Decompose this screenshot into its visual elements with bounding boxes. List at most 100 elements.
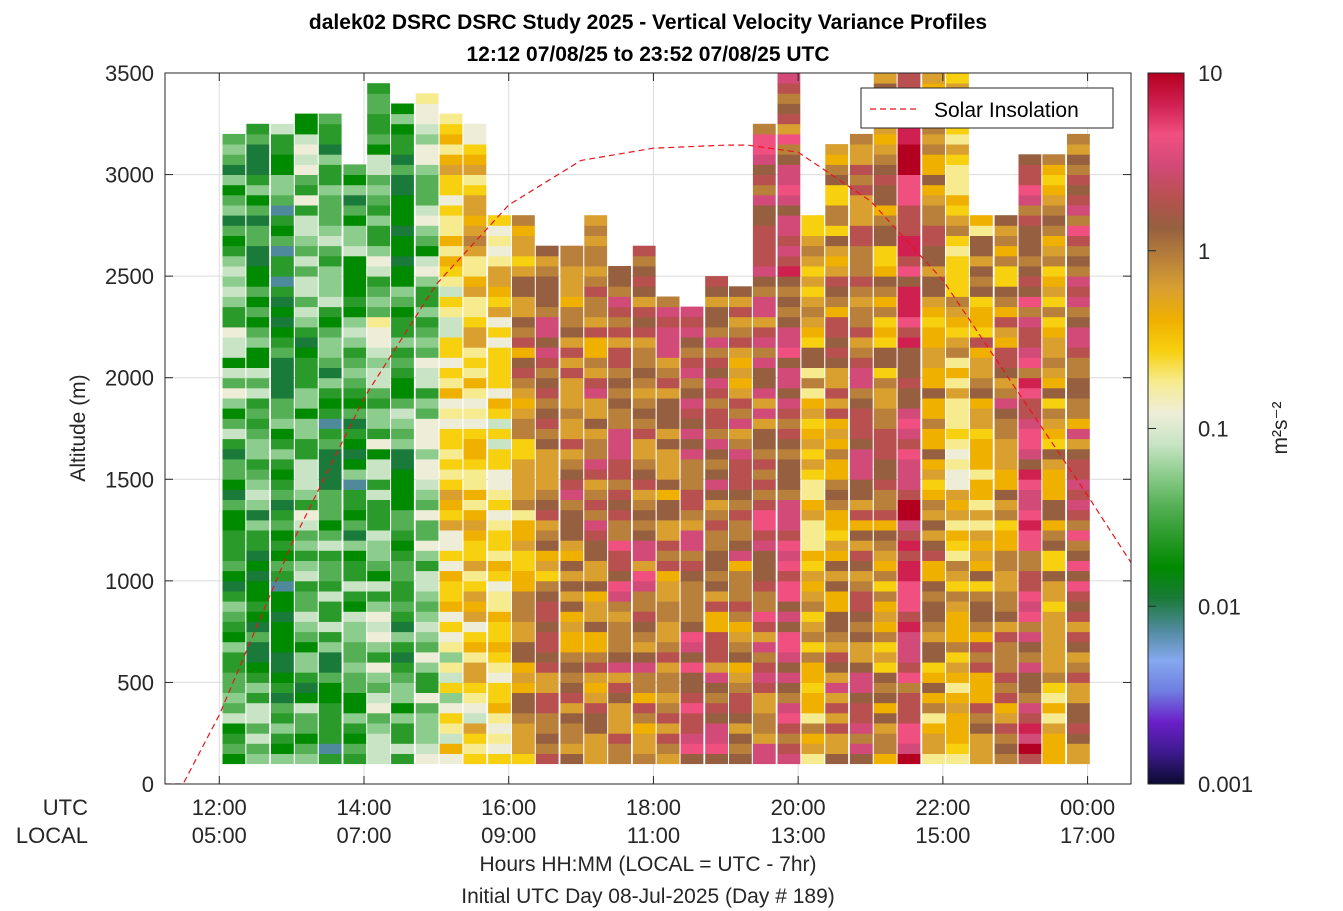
heatmap-cell: [970, 306, 993, 318]
heatmap-cell: [656, 540, 680, 551]
x-row-label-utc: UTC: [43, 795, 88, 820]
heatmap-cell: [535, 519, 559, 531]
heatmap-cell: [897, 438, 921, 450]
heatmap-cell: [294, 144, 318, 155]
heatmap-cell: [463, 418, 487, 429]
heatmap-cell: [970, 235, 993, 247]
heatmap-cell: [680, 652, 704, 663]
heatmap-cell: [222, 326, 246, 338]
heatmap-cell: [946, 743, 969, 754]
heatmap-cell: [294, 743, 318, 754]
heatmap-cell: [897, 255, 921, 267]
heatmap-cell: [246, 245, 270, 257]
heatmap-cell: [825, 316, 849, 328]
heatmap-cell: [584, 326, 608, 338]
heatmap-cell: [777, 509, 801, 521]
heatmap-cell: [294, 266, 318, 277]
heatmap-cell: [922, 387, 945, 399]
heatmap-cell: [560, 377, 584, 389]
heatmap-cell: [512, 570, 535, 582]
heatmap-cell: [488, 428, 511, 440]
heatmap-cell: [415, 337, 439, 348]
heatmap-cell: [970, 662, 993, 673]
heatmap-cell: [970, 712, 993, 724]
heatmap-cell: [1067, 479, 1090, 490]
heatmap-cell: [367, 316, 390, 328]
heatmap-cell: [439, 337, 463, 348]
heatmap-cell: [560, 459, 584, 470]
heatmap-cell: [222, 184, 246, 196]
heatmap-cell: [825, 753, 849, 765]
heatmap-cell: [825, 743, 849, 754]
heatmap-cell: [970, 540, 993, 551]
heatmap-cell: [1067, 164, 1090, 175]
heatmap-cell: [391, 733, 414, 744]
heatmap-cell: [318, 276, 342, 287]
heatmap-cell: [897, 712, 921, 724]
heatmap-cell: [584, 276, 608, 287]
heatmap-cell: [415, 245, 439, 257]
x-axis-ticks: 12:0005:0014:0007:0016:0009:0018:0011:00…: [192, 73, 1115, 848]
heatmap-cell: [560, 489, 584, 500]
heatmap-cell: [777, 205, 801, 216]
heatmap-cell: [1067, 418, 1090, 429]
legend: Solar Insolation: [860, 87, 1114, 129]
heatmap-cell: [584, 733, 608, 744]
heatmap-cell: [246, 712, 270, 724]
heatmap-cell: [946, 692, 969, 704]
heatmap-cell: [415, 164, 439, 175]
heatmap-cell: [222, 235, 246, 247]
heatmap-cell: [946, 357, 969, 368]
heatmap-cell: [946, 438, 969, 450]
heatmap-cell: [632, 357, 656, 368]
heatmap-cell: [512, 306, 535, 318]
heatmap-cell: [897, 631, 921, 643]
heatmap-cell: [343, 489, 367, 500]
heatmap-cell: [463, 591, 487, 602]
heatmap-cell: [343, 519, 367, 531]
heatmap-cell: [246, 509, 270, 521]
heatmap-cell: [560, 387, 584, 399]
heatmap-cell: [777, 184, 801, 196]
heatmap-cell: [294, 377, 318, 389]
heatmap-cell: [970, 692, 993, 704]
heatmap-cell: [391, 519, 414, 531]
heatmap-cell: [705, 580, 728, 592]
heatmap-cell: [318, 702, 342, 714]
heatmap-cell: [512, 276, 535, 287]
heatmap-cell: [705, 591, 728, 602]
heatmap-cell: [825, 591, 849, 602]
heatmap-cell: [608, 276, 631, 287]
heatmap-cell: [222, 489, 246, 500]
heatmap-cell: [777, 540, 801, 551]
heatmap-cell: [729, 733, 752, 744]
heatmap-cell: [994, 682, 1018, 693]
heatmap-cell: [729, 580, 752, 592]
heatmap-cell: [897, 266, 921, 277]
heatmap-cell: [801, 286, 825, 297]
heatmap-cell: [1042, 184, 1066, 196]
heatmap-cell: [849, 225, 873, 236]
heatmap-cell: [970, 621, 993, 633]
heatmap-cell: [222, 682, 246, 693]
heatmap-cell: [849, 631, 873, 643]
heatmap-cell: [318, 672, 342, 683]
heatmap-cell: [343, 286, 367, 297]
heatmap-cell: [294, 469, 318, 480]
heatmap-cell: [873, 519, 897, 531]
heatmap-cell: [729, 428, 752, 440]
heatmap-cell: [994, 733, 1018, 744]
heatmap-cell: [367, 530, 390, 541]
heatmap-cell: [439, 459, 463, 470]
heatmap-cell: [994, 387, 1018, 399]
heatmap-cell: [512, 347, 535, 358]
heatmap-cell: [777, 245, 801, 257]
heatmap-cell: [897, 326, 921, 338]
heatmap-cell: [825, 438, 849, 450]
heatmap-cell: [608, 387, 631, 399]
heatmap-cell: [246, 448, 270, 460]
heatmap-cell: [584, 580, 608, 592]
heatmap-cell: [512, 489, 535, 500]
heatmap-cell: [897, 479, 921, 490]
heatmap-cell: [560, 601, 584, 612]
